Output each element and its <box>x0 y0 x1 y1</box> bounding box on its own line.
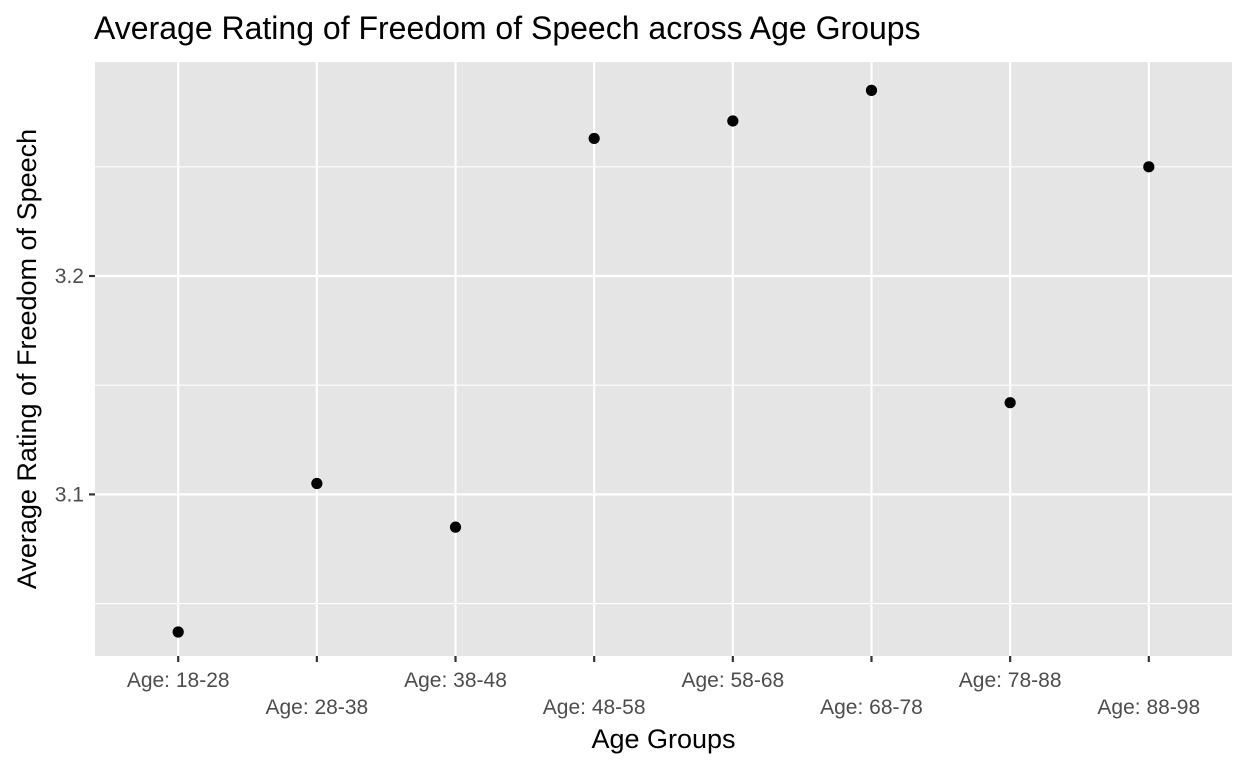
x-tick-label: Age: 88-98 <box>1097 696 1200 719</box>
data-points <box>172 84 1155 638</box>
y-axis: 3.1 3.2 <box>55 265 95 506</box>
data-point <box>311 477 323 490</box>
data-point <box>172 626 184 638</box>
x-axis: Age: 18-28 Age: 28-38 Age: 38-48 Age: 48-58… <box>127 656 1200 719</box>
data-point <box>1143 161 1155 173</box>
data-point <box>588 132 600 145</box>
x-tick-label: Age: 78-88 <box>959 669 1062 692</box>
data-point <box>1004 397 1016 409</box>
x-tick-label: Age: 38-48 <box>404 669 507 692</box>
x-tick-label: Age: 48-58 <box>543 696 646 719</box>
x-tick-label: Age: 28-38 <box>265 696 368 719</box>
x-tick-label: Age: 58-68 <box>681 669 784 692</box>
data-point <box>865 84 878 96</box>
y-tick-label: 3.1 <box>55 483 84 506</box>
y-tick-label: 3.2 <box>55 265 84 288</box>
data-point <box>727 115 739 127</box>
minor-gridlines <box>95 166 1232 605</box>
y-axis-title: Average Rating of Freedom of Speech <box>12 129 42 589</box>
plot-panel <box>95 62 1232 656</box>
x-tick-label: Age: 68-78 <box>820 696 923 719</box>
data-point <box>449 521 462 533</box>
chart-title: Average Rating of Freedom of Speech acro… <box>94 10 921 46</box>
major-gridlines <box>95 62 1232 656</box>
x-tick-label: Age: 18-28 <box>127 669 230 692</box>
x-axis-title: Age Groups <box>591 724 735 754</box>
